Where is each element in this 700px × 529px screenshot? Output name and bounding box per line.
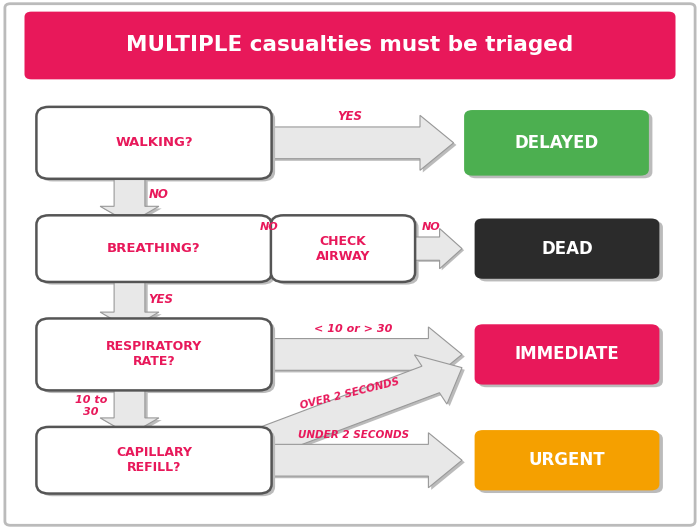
Text: URGENT: URGENT: [528, 451, 606, 469]
Polygon shape: [405, 229, 462, 269]
FancyBboxPatch shape: [5, 4, 695, 525]
FancyBboxPatch shape: [464, 110, 649, 176]
FancyBboxPatch shape: [478, 221, 663, 281]
FancyBboxPatch shape: [40, 321, 275, 393]
FancyBboxPatch shape: [36, 427, 272, 494]
FancyBboxPatch shape: [40, 218, 275, 285]
Polygon shape: [264, 329, 465, 384]
Text: CAPILLARY
REFILL?: CAPILLARY REFILL?: [116, 446, 192, 474]
FancyBboxPatch shape: [475, 218, 659, 279]
Polygon shape: [100, 169, 159, 223]
FancyBboxPatch shape: [475, 324, 659, 385]
FancyBboxPatch shape: [36, 107, 272, 179]
FancyBboxPatch shape: [271, 215, 415, 282]
FancyBboxPatch shape: [25, 12, 676, 79]
Polygon shape: [260, 230, 282, 270]
Text: DEAD: DEAD: [541, 240, 593, 258]
Text: MULTIPLE casualties must be triaged: MULTIPLE casualties must be triaged: [127, 35, 573, 56]
Text: OVER 2 SECONDS: OVER 2 SECONDS: [300, 377, 400, 411]
Polygon shape: [264, 117, 456, 172]
Polygon shape: [261, 433, 462, 488]
FancyBboxPatch shape: [475, 430, 659, 490]
FancyBboxPatch shape: [40, 430, 275, 496]
Polygon shape: [261, 115, 454, 170]
Text: NO: NO: [260, 222, 279, 232]
FancyBboxPatch shape: [36, 215, 272, 282]
Polygon shape: [264, 435, 465, 490]
Text: UNDER 2 SECONDS: UNDER 2 SECONDS: [298, 430, 409, 440]
Text: RESPIRATORY
RATE?: RESPIRATORY RATE?: [106, 341, 202, 368]
Text: BREATHING?: BREATHING?: [107, 242, 201, 255]
Text: NO: NO: [148, 188, 168, 200]
Text: YES: YES: [337, 110, 363, 123]
Text: 10 to
30: 10 to 30: [75, 396, 107, 417]
Polygon shape: [103, 383, 162, 437]
Polygon shape: [100, 381, 159, 435]
FancyBboxPatch shape: [478, 327, 663, 387]
FancyBboxPatch shape: [40, 110, 275, 181]
FancyBboxPatch shape: [36, 318, 272, 390]
Polygon shape: [407, 230, 464, 270]
FancyBboxPatch shape: [274, 218, 419, 285]
Text: WALKING?: WALKING?: [116, 136, 192, 149]
Polygon shape: [253, 355, 462, 457]
Text: < 10 or > 30: < 10 or > 30: [314, 324, 393, 334]
Text: YES: YES: [148, 294, 174, 306]
Text: IMMEDIATE: IMMEDIATE: [514, 345, 620, 363]
Polygon shape: [100, 273, 159, 329]
Polygon shape: [261, 327, 462, 382]
Text: NO: NO: [422, 222, 440, 232]
FancyBboxPatch shape: [478, 433, 663, 493]
FancyBboxPatch shape: [468, 113, 652, 178]
Text: CHECK
AIRWAY: CHECK AIRWAY: [316, 235, 370, 262]
Polygon shape: [258, 229, 280, 269]
Polygon shape: [103, 276, 162, 331]
Text: DELAYED: DELAYED: [514, 134, 598, 152]
Polygon shape: [103, 171, 162, 225]
Polygon shape: [256, 357, 465, 459]
